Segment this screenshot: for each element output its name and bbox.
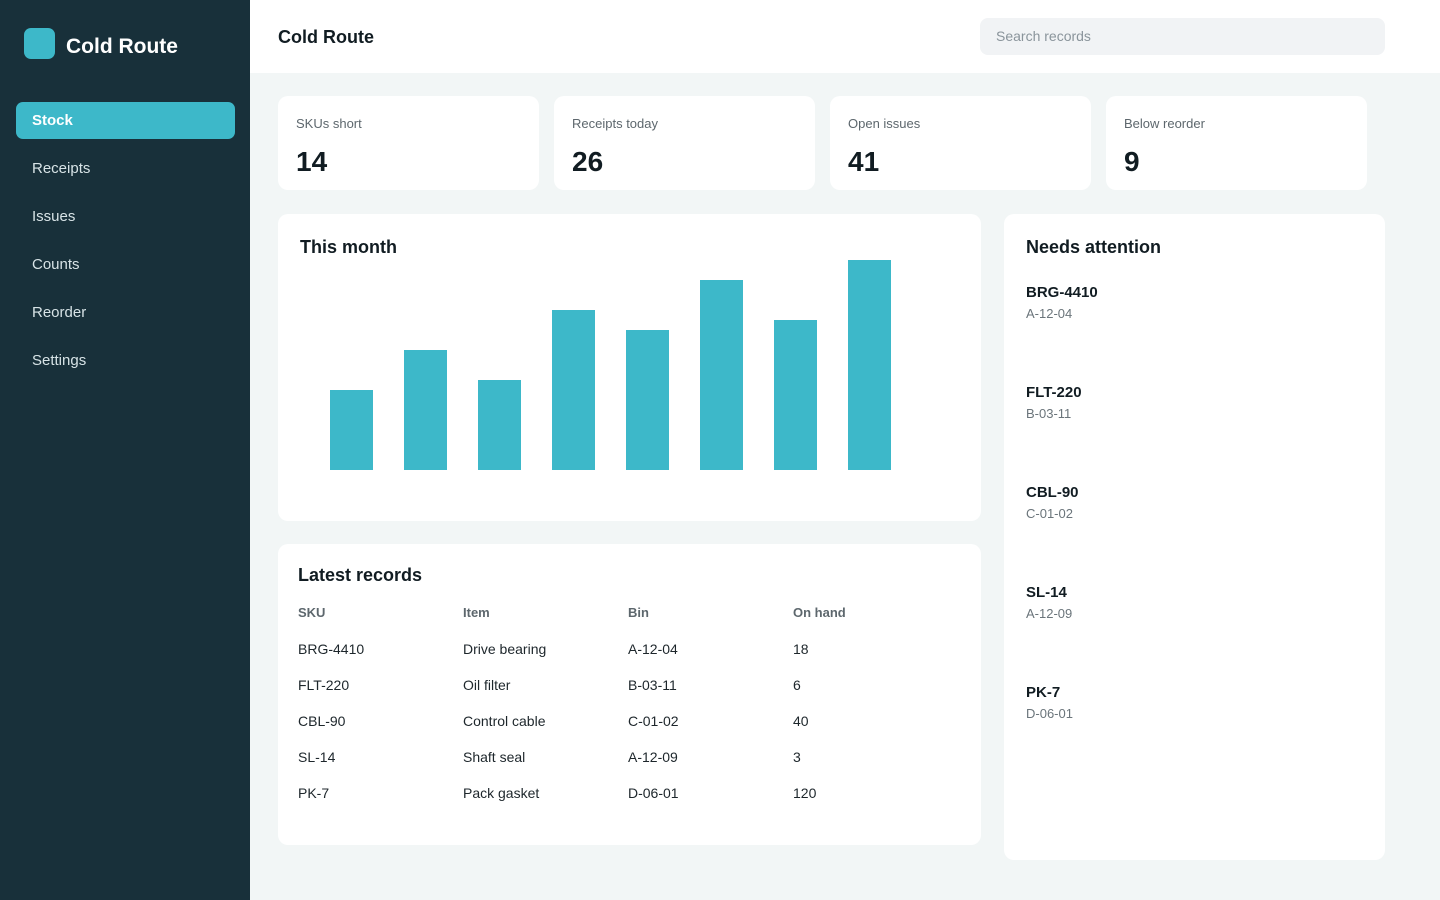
table-cell: 120 xyxy=(793,785,817,801)
header: Cold Route Search records xyxy=(250,0,1440,73)
chart-title: This month xyxy=(300,237,397,257)
attention-sku[interactable]: CBL-90 xyxy=(1026,484,1079,501)
attention-sku[interactable]: SL-14 xyxy=(1026,584,1067,601)
kpi-label: Open issues xyxy=(848,116,921,131)
nav-item[interactable]: Issues xyxy=(32,208,76,225)
bar xyxy=(478,380,521,470)
kpi-label: SKUs short xyxy=(296,116,362,131)
kpi-label: Receipts today xyxy=(572,116,658,131)
column-header: SKU xyxy=(298,605,326,620)
records-card: Latest records SKU Item Bin On hand BRG-4410… xyxy=(278,544,981,845)
nav-item[interactable]: Counts xyxy=(32,256,80,273)
nav-item[interactable]: Receipts xyxy=(32,160,91,177)
page-title: Cold Route xyxy=(278,27,374,47)
table-cell: Drive bearing xyxy=(463,641,547,657)
sidebar: Cold Route Stock Receipts Issues Counts Reor… xyxy=(0,0,250,900)
table-cell: B-03-11 xyxy=(628,677,677,693)
table-cell: D-06-01 xyxy=(628,785,679,801)
nav-item[interactable]: Settings xyxy=(32,352,87,369)
bar xyxy=(848,260,891,470)
bar xyxy=(330,390,373,470)
kpi-value: 9 xyxy=(1124,146,1140,177)
bar xyxy=(552,310,595,470)
attention-bin: A-12-09 xyxy=(1026,606,1073,621)
attention-sku[interactable]: PK-7 xyxy=(1026,684,1061,701)
attention-bin: A-12-04 xyxy=(1026,306,1073,321)
bar xyxy=(774,320,817,470)
table-cell: PK-7 xyxy=(298,785,330,801)
table-cell: Shaft seal xyxy=(463,749,526,765)
nav-item[interactable]: Reorder xyxy=(32,304,87,321)
search-box[interactable]: Search records xyxy=(980,18,1385,55)
table-cell: Pack gasket xyxy=(463,785,540,801)
table-cell: 40 xyxy=(793,713,809,729)
attention-card: Needs attention BRG-4410 A-12-04 FLT-220 B-… xyxy=(1004,214,1385,860)
kpi-card: Open issues 41 xyxy=(830,96,1091,190)
table-cell: A-12-04 xyxy=(628,641,678,657)
table-cell: Control cable xyxy=(463,713,546,729)
attention-title: Needs attention xyxy=(1026,237,1162,257)
records-title: Latest records xyxy=(298,565,423,585)
kpi-value: 26 xyxy=(572,146,604,177)
table-cell: CBL-90 xyxy=(298,713,346,729)
table-cell: 6 xyxy=(793,677,801,693)
attention-bin: D-06-01 xyxy=(1026,706,1073,721)
column-header: Bin xyxy=(628,605,649,620)
table-cell: 3 xyxy=(793,749,801,765)
table-cell: BRG-4410 xyxy=(298,641,365,657)
bar xyxy=(700,280,743,470)
column-header: On hand xyxy=(793,605,846,620)
logo xyxy=(24,28,55,59)
kpi-card: Receipts today 26 xyxy=(554,96,815,190)
table-cell: SL-14 xyxy=(298,749,336,765)
attention-sku[interactable]: BRG-4410 xyxy=(1026,284,1098,301)
kpi-value: 41 xyxy=(848,146,880,177)
bar xyxy=(626,330,669,470)
table-cell: 18 xyxy=(793,641,809,657)
chart xyxy=(330,260,891,470)
attention-sku[interactable]: FLT-220 xyxy=(1026,384,1082,401)
chart-card: This month xyxy=(278,214,981,521)
attention-bin: C-01-02 xyxy=(1026,506,1073,521)
kpi-card: Below reorder 9 xyxy=(1106,96,1367,190)
attention-bin: B-03-11 xyxy=(1026,406,1072,421)
table-cell: Oil filter xyxy=(463,677,511,693)
brand: Cold Route xyxy=(66,35,178,58)
table-cell: A-12-09 xyxy=(628,749,678,765)
nav-item[interactable]: Stock xyxy=(16,102,235,139)
kpi-label: Below reorder xyxy=(1124,116,1205,131)
kpi-card: SKUs short 14 xyxy=(278,96,539,190)
column-header: Item xyxy=(463,605,490,620)
bar xyxy=(404,350,447,470)
table-cell: FLT-220 xyxy=(298,677,350,693)
kpi-value: 14 xyxy=(296,146,328,177)
table-cell: C-01-02 xyxy=(628,713,679,729)
